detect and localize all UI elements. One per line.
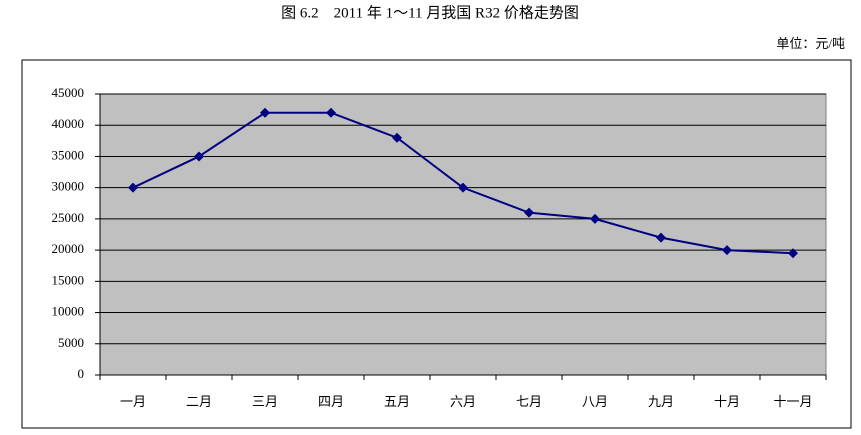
plot-area [99,93,827,376]
x-tick-label: 八月 [582,394,608,409]
marker [326,107,336,118]
y-tick-label: 40000 [52,116,85,131]
y-tick-label: 35000 [52,147,85,162]
marker [260,107,270,118]
x-tick-label: 七月 [516,394,542,409]
x-tick-label: 五月 [384,394,410,409]
y-tick-label: 25000 [52,210,85,225]
marker [458,182,468,193]
marker [128,182,138,193]
y-tick-label: 15000 [52,272,85,287]
x-tick-label: 三月 [252,394,278,409]
marker [524,207,534,218]
marker [194,151,204,162]
marker [590,213,600,224]
x-tick-label: 六月 [450,394,476,409]
x-tick-label: 九月 [648,394,674,409]
chart-title: 图 6.2 2011 年 1～11 月我国 R32 价格走势图 [281,4,579,21]
y-tick-label: 20000 [52,241,85,256]
unit-label: 单位：元/吨 [776,36,845,51]
y-tick-label: 0 [78,366,85,381]
y-tick-label: 45000 [52,85,85,100]
x-tick-label: 十月 [714,394,740,409]
x-tick-label: 一月 [120,394,146,409]
marker [722,245,732,256]
x-tick-label: 四月 [318,394,344,409]
x-tick-label: 二月 [186,394,212,409]
y-tick-label: 30000 [52,179,85,194]
y-tick-label: 10000 [52,304,85,319]
y-tick-label: 5000 [58,335,84,350]
x-tick-label: 十一月 [773,394,812,409]
marker [788,248,798,259]
marker [656,232,666,243]
marker [392,132,402,143]
